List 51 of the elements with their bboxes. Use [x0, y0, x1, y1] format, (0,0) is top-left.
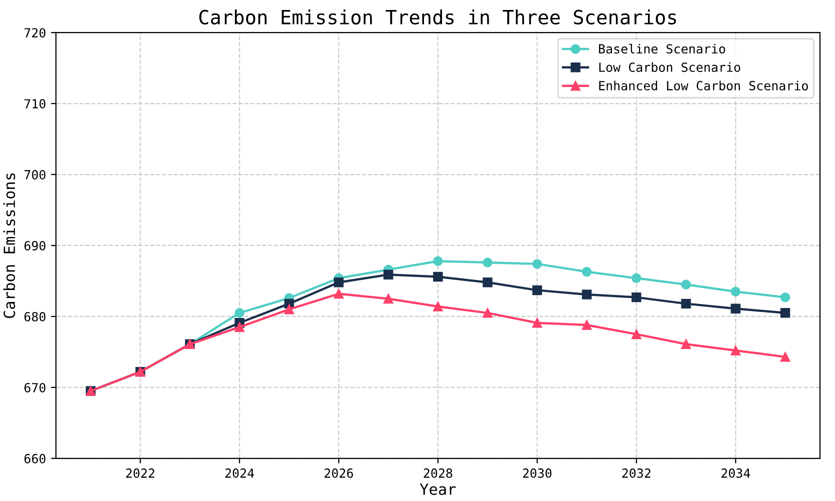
- point: [383, 294, 394, 304]
- y-tick-label: 680: [24, 312, 46, 322]
- point: [632, 329, 642, 340]
- point: [433, 256, 443, 266]
- point: [482, 308, 492, 318]
- y-tick-label: 710: [24, 99, 46, 108]
- legend-label: Baseline Scenario: [599, 44, 726, 54]
- point: [780, 352, 790, 362]
- point: [532, 318, 542, 328]
- x-tick-label: 2026: [324, 468, 353, 478]
- point: [383, 270, 394, 280]
- point: [632, 292, 642, 302]
- point: [433, 272, 443, 282]
- x-tick-label: 2032: [622, 468, 650, 478]
- legend-label: Enhanced Low Carbon Scenario: [599, 80, 808, 90]
- x-tick-label: 2024: [225, 468, 254, 478]
- point: [234, 322, 244, 332]
- point: [582, 320, 592, 330]
- point: [334, 288, 344, 299]
- point: [234, 308, 244, 318]
- point: [780, 292, 790, 302]
- point: [681, 339, 691, 350]
- legend-label: Low Carbon Scenario: [599, 62, 740, 72]
- point: [730, 286, 740, 296]
- y-tick-label: 660: [24, 454, 46, 464]
- y-axis-title: Carbon Emissions: [3, 173, 16, 318]
- y-tick-label: 700: [24, 170, 46, 180]
- point: [582, 266, 592, 277]
- chart-title: Carbon Emission Trends in Three Scenarios: [199, 9, 676, 25]
- point: [482, 278, 492, 288]
- x-tick-label: 2022: [126, 468, 154, 478]
- point: [334, 278, 344, 288]
- point: [532, 259, 542, 269]
- point: [681, 280, 691, 290]
- x-tick-label: 2030: [523, 468, 552, 478]
- point: [582, 290, 592, 300]
- y-tick-label: 670: [24, 382, 46, 392]
- x-tick-label: 2028: [424, 468, 452, 478]
- point: [433, 302, 443, 312]
- point: [780, 308, 790, 318]
- point: [532, 285, 542, 296]
- point: [730, 346, 740, 356]
- point: [681, 298, 691, 309]
- point: [632, 273, 642, 283]
- y-tick-label: 720: [24, 28, 46, 38]
- point: [482, 258, 492, 268]
- x-axis-title: Year: [420, 484, 456, 495]
- y-tick-label: 690: [24, 240, 46, 250]
- point: [284, 304, 294, 314]
- x-tick-label: 2034: [722, 468, 750, 478]
- point: [730, 304, 740, 314]
